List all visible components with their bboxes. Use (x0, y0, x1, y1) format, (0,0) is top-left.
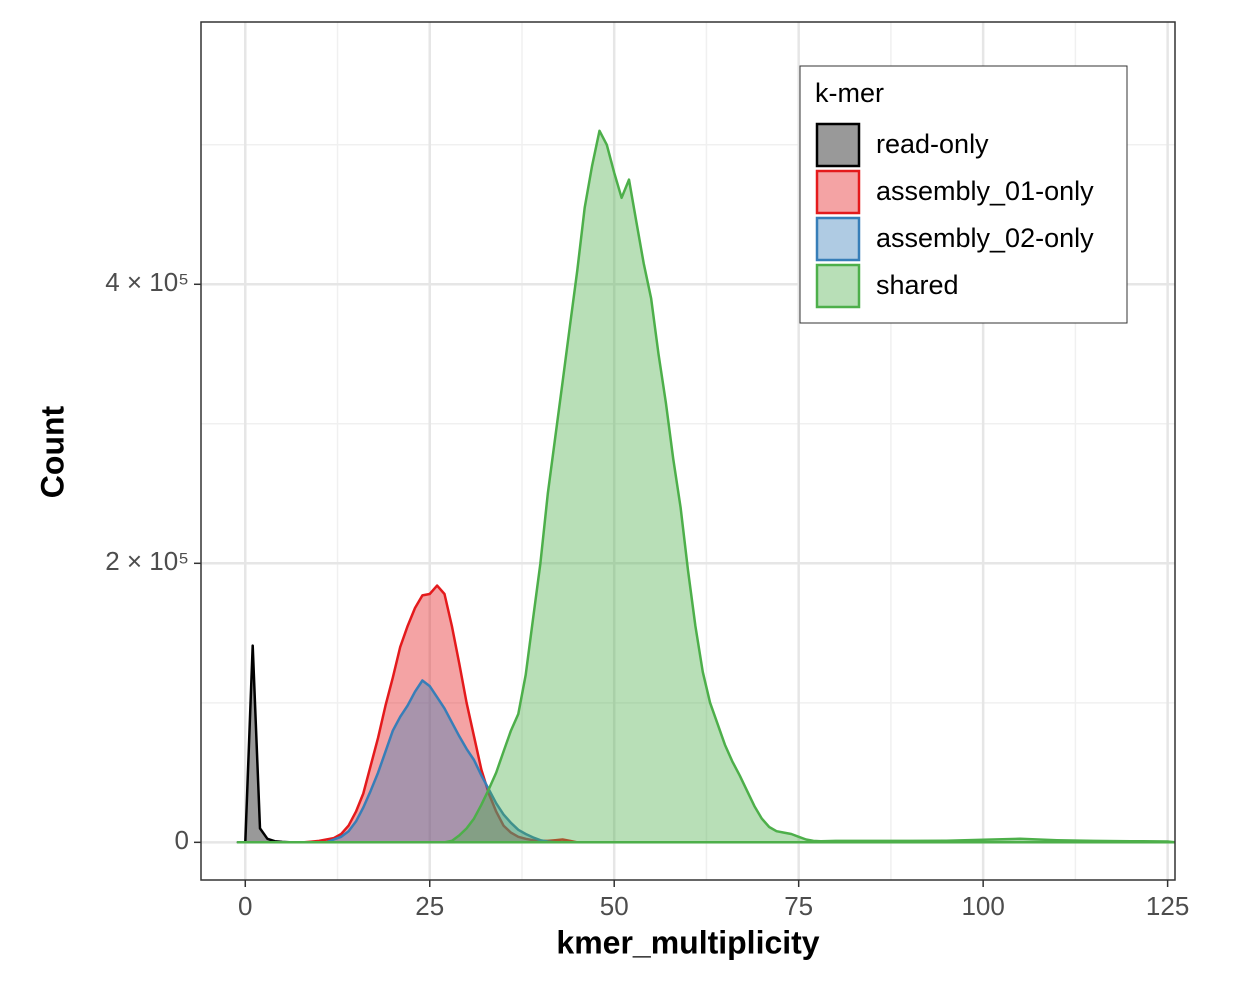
legend-title: k-mer (815, 78, 884, 108)
y-tick-label: 2 × 10⁵ (105, 546, 189, 576)
x-tick-label: 25 (415, 891, 444, 921)
legend-label: assembly_02-only (876, 223, 1094, 253)
area (236, 129, 1175, 844)
x-tick-label: 0 (238, 891, 252, 921)
legend-label: assembly_01-only (876, 176, 1094, 206)
y-tick-label: 0 (175, 825, 189, 855)
panel-border (200, 21, 1176, 881)
legend-box (799, 65, 1128, 324)
y-axis-title: Count (34, 405, 70, 498)
x-axis-title: kmer_multiplicity (556, 924, 819, 960)
legend-key (815, 263, 861, 309)
legend-key (815, 216, 861, 262)
legend-key (815, 169, 861, 215)
x-tick-label: 50 (600, 891, 629, 921)
legend-key (815, 122, 861, 168)
x-tick-label: 100 (961, 891, 1004, 921)
y-tick-label: 4 × 10⁵ (105, 267, 189, 297)
legend-label: shared (876, 270, 959, 300)
x-tick-label: 125 (1146, 891, 1189, 921)
legend-label: read-only (876, 129, 989, 159)
area (236, 679, 557, 844)
x-tick-label: 75 (784, 891, 813, 921)
